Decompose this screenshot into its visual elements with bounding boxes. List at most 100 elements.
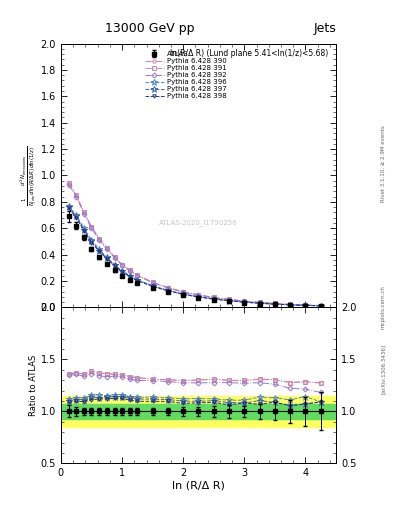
Line: Pythia 6.428 396: Pythia 6.428 396: [66, 203, 324, 309]
Pythia 6.428 396: [135, 276, 140, 283]
Pythia 6.428 398: [150, 283, 155, 289]
Pythia 6.428 396: [242, 299, 247, 305]
Pythia 6.428 397: [150, 283, 155, 289]
Pythia 6.428 390: [120, 262, 125, 268]
Pythia 6.428 391: [89, 224, 94, 230]
Pythia 6.428 396: [227, 297, 231, 304]
Pythia 6.428 396: [165, 287, 170, 293]
Pythia 6.428 397: [120, 268, 125, 274]
Line: Pythia 6.428 397: Pythia 6.428 397: [66, 204, 324, 309]
Pythia 6.428 398: [66, 205, 71, 211]
Pythia 6.428 391: [196, 292, 201, 298]
Pythia 6.428 397: [82, 226, 86, 232]
Text: [arXiv:1306.3436]: [arXiv:1306.3436]: [381, 344, 386, 394]
Pythia 6.428 390: [97, 236, 102, 242]
Pythia 6.428 398: [97, 248, 102, 254]
Pythia 6.428 390: [181, 289, 185, 295]
Pythia 6.428 391: [227, 296, 231, 303]
Pythia 6.428 391: [165, 285, 170, 291]
Pythia 6.428 397: [318, 303, 323, 309]
Pythia 6.428 397: [272, 301, 277, 307]
Pythia 6.428 397: [227, 297, 231, 304]
Pythia 6.428 397: [128, 273, 132, 279]
Pythia 6.428 391: [181, 289, 185, 295]
Pythia 6.428 390: [112, 254, 117, 260]
Pythia 6.428 396: [82, 225, 86, 231]
Pythia 6.428 391: [211, 294, 216, 301]
Pythia 6.428 392: [227, 296, 231, 303]
Pythia 6.428 390: [150, 279, 155, 285]
Pythia 6.428 391: [135, 272, 140, 278]
Pythia 6.428 396: [318, 303, 323, 309]
Pythia 6.428 397: [165, 287, 170, 293]
Text: ATLAS-2020_I1790256: ATLAS-2020_I1790256: [159, 220, 238, 226]
Pythia 6.428 390: [165, 285, 170, 291]
Pythia 6.428 390: [318, 303, 323, 309]
Pythia 6.428 397: [66, 204, 71, 210]
Text: 13000 GeV pp: 13000 GeV pp: [105, 22, 194, 34]
Pythia 6.428 397: [97, 248, 102, 254]
Text: Jets: Jets: [313, 22, 336, 34]
Pythia 6.428 390: [303, 302, 308, 308]
Pythia 6.428 392: [303, 302, 308, 308]
Pythia 6.428 392: [272, 301, 277, 307]
Pythia 6.428 396: [112, 262, 117, 268]
Pythia 6.428 397: [196, 294, 201, 300]
Pythia 6.428 392: [135, 273, 140, 279]
Pythia 6.428 391: [82, 209, 86, 216]
Pythia 6.428 391: [257, 300, 262, 306]
X-axis label: ln (R/Δ R): ln (R/Δ R): [172, 481, 225, 491]
Pythia 6.428 398: [257, 300, 262, 306]
Pythia 6.428 392: [97, 237, 102, 243]
Pythia 6.428 396: [211, 296, 216, 302]
Pythia 6.428 397: [288, 302, 292, 308]
Pythia 6.428 392: [66, 182, 71, 188]
Pythia 6.428 396: [128, 273, 132, 279]
Pythia 6.428 391: [318, 303, 323, 309]
Pythia 6.428 398: [74, 215, 79, 221]
Pythia 6.428 392: [150, 280, 155, 286]
Pythia 6.428 391: [288, 302, 292, 308]
Pythia 6.428 391: [150, 279, 155, 285]
Pythia 6.428 390: [105, 245, 109, 251]
Pythia 6.428 396: [89, 237, 94, 243]
Pythia 6.428 396: [181, 291, 185, 297]
Pythia 6.428 392: [74, 194, 79, 200]
Pythia 6.428 391: [272, 301, 277, 307]
Pythia 6.428 390: [82, 209, 86, 216]
Pythia 6.428 390: [257, 300, 262, 306]
Pythia 6.428 392: [318, 303, 323, 309]
Pythia 6.428 398: [105, 255, 109, 262]
Pythia 6.428 397: [211, 296, 216, 302]
Y-axis label: Ratio to ATLAS: Ratio to ATLAS: [29, 355, 38, 416]
Pythia 6.428 397: [303, 303, 308, 309]
Pythia 6.428 391: [242, 298, 247, 304]
Pythia 6.428 392: [211, 294, 216, 301]
Pythia 6.428 392: [112, 255, 117, 261]
Pythia 6.428 390: [74, 192, 79, 198]
Pythia 6.428 398: [196, 294, 201, 300]
Pythia 6.428 392: [120, 262, 125, 268]
Pythia 6.428 391: [112, 254, 117, 260]
Pythia 6.428 397: [242, 299, 247, 305]
Pythia 6.428 396: [196, 293, 201, 300]
Line: Pythia 6.428 392: Pythia 6.428 392: [67, 183, 323, 307]
Line: Pythia 6.428 391: Pythia 6.428 391: [67, 182, 323, 307]
Pythia 6.428 390: [135, 272, 140, 278]
Pythia 6.428 396: [74, 212, 79, 218]
Pythia 6.428 390: [242, 298, 247, 304]
Pythia 6.428 398: [211, 296, 216, 302]
Line: Pythia 6.428 398: Pythia 6.428 398: [67, 207, 323, 308]
Pythia 6.428 392: [196, 292, 201, 298]
Pythia 6.428 398: [272, 301, 277, 307]
Pythia 6.428 397: [181, 291, 185, 297]
Legend: ATLAS, Pythia 6.428 390, Pythia 6.428 391, Pythia 6.428 392, Pythia 6.428 396, P: ATLAS, Pythia 6.428 390, Pythia 6.428 39…: [143, 50, 228, 101]
Line: Pythia 6.428 390: Pythia 6.428 390: [67, 182, 323, 307]
Pythia 6.428 391: [66, 180, 71, 186]
Pythia 6.428 391: [303, 302, 308, 308]
Pythia 6.428 392: [181, 289, 185, 295]
Pythia 6.428 391: [105, 245, 109, 251]
Pythia 6.428 390: [66, 180, 71, 186]
Pythia 6.428 397: [105, 255, 109, 261]
Pythia 6.428 390: [227, 296, 231, 303]
